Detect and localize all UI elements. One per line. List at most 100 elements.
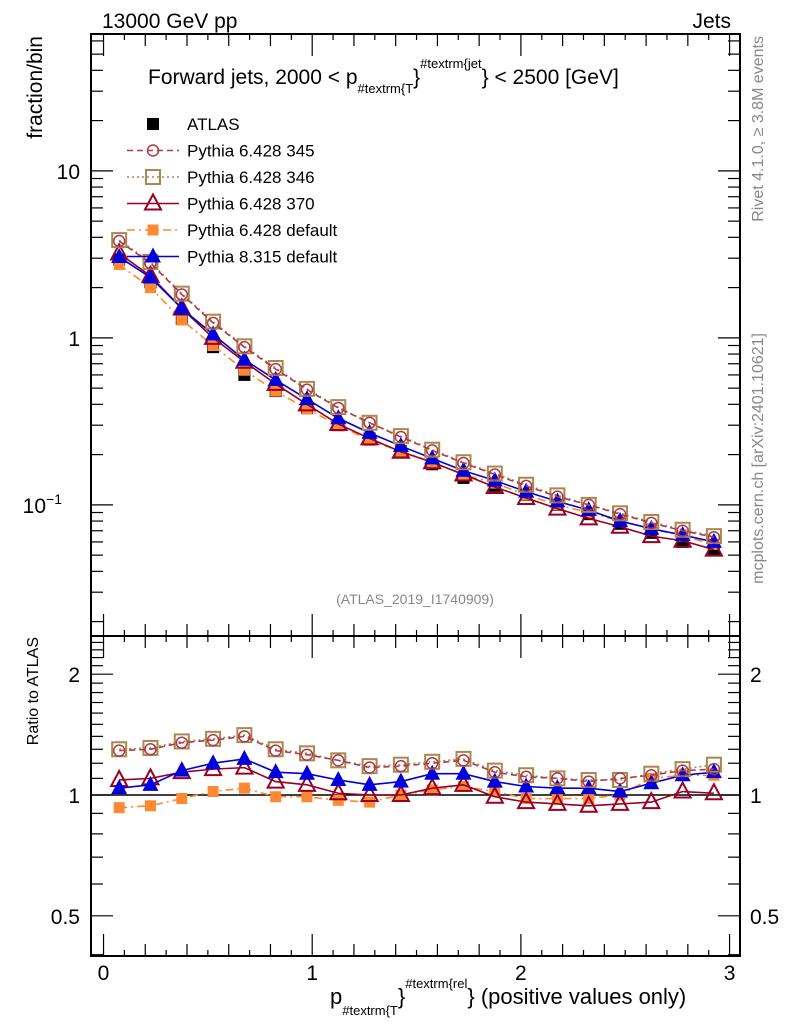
filled-square-marker: [238, 364, 250, 376]
circle-marker: [363, 761, 376, 774]
ratio-data-point: [207, 786, 219, 798]
filled-square-marker: [551, 793, 563, 805]
main-data-point: [112, 234, 126, 248]
filled-square-marker: [364, 796, 376, 808]
circle-marker: [613, 772, 627, 785]
mcplots-info: mcplots.cern.ch [arXiv:2401.10621]: [750, 333, 767, 584]
circle-marker: [112, 744, 126, 757]
circle-marker: [645, 768, 658, 782]
rivet-info: Rivet 4.1.0, ≥ 3.8M events: [750, 36, 767, 222]
ratio-data-point: [297, 773, 317, 792]
filled-triangle-marker: [486, 772, 503, 788]
main-data-point: [549, 492, 566, 508]
ratio-y-tick-label-left: 2: [68, 664, 80, 687]
ratio-y-tick-label-right: 0.5: [750, 906, 779, 929]
main-data-point: [394, 430, 408, 444]
ratio-line: [119, 758, 714, 793]
main-data-point: [332, 419, 344, 431]
filled-triangle-marker: [298, 764, 315, 780]
title-part-2: } < 2500 [GeV]: [482, 66, 619, 89]
circle-marker: [300, 748, 314, 761]
legend-entry: Pythia 6.428 346: [127, 168, 315, 187]
legend-label: Pythia 6.428 346: [187, 168, 315, 187]
main-data-point: [270, 385, 282, 397]
main-data-point: [332, 401, 345, 415]
x-tick-label: 0: [98, 962, 110, 985]
open-triangle-marker: [422, 777, 442, 796]
series-layer: [109, 232, 724, 814]
open-square-marker: [298, 380, 315, 397]
ratio-data-point: [672, 780, 693, 799]
main-data-point: [643, 519, 660, 535]
circle-marker: [363, 416, 376, 430]
main-data-point: [363, 416, 376, 430]
filled-triangle-marker: [518, 482, 535, 498]
main-data-point: [425, 444, 439, 457]
title-part-1: Forward jets, 2000 < p: [148, 66, 358, 89]
ratio-data-point: [704, 782, 724, 801]
filled-square-marker: [332, 794, 344, 806]
open-triangle-marker: [672, 780, 693, 799]
ratio-data-point: [426, 784, 438, 796]
main-series-pythia-6-428-default: [113, 259, 720, 550]
legend: ATLAS Pythia 6.428 345 Pythia 6.428 346 Pyt…: [127, 115, 338, 267]
circle-marker: [707, 530, 721, 544]
open-triangle-marker: [297, 773, 317, 792]
filled-square-marker: [207, 340, 219, 352]
open-triangle-marker: [610, 792, 630, 811]
circle-marker: [425, 756, 439, 770]
ratio-data-point: [330, 770, 347, 786]
main-data-point: [579, 507, 599, 526]
ratio-data-point: [206, 733, 220, 747]
ratio-data-point: [301, 791, 313, 803]
filled-square-marker: [457, 780, 469, 792]
ratio-data-point: [519, 770, 533, 784]
circle-marker: [269, 362, 282, 376]
main-data-point: [580, 496, 597, 513]
main-data-point: [705, 532, 722, 548]
circle-marker: [613, 507, 627, 521]
main-data-point: [301, 403, 313, 415]
circle-marker: [394, 430, 408, 444]
open-triangle-marker: [579, 794, 599, 813]
main-y-tick-label: 10−1: [23, 491, 63, 518]
ratio-data-point: [176, 793, 188, 805]
circle-marker: [394, 759, 408, 773]
main-data-point: [206, 316, 220, 330]
ratio-data-point: [643, 774, 660, 790]
ratio-data-point: [457, 780, 469, 792]
circle-marker: [488, 468, 502, 481]
ratio-data-point: [238, 782, 250, 794]
open-triangle-marker: [359, 783, 380, 802]
filled-triangle-marker: [205, 754, 222, 770]
circle-marker: [551, 490, 564, 503]
main-data-point: [488, 468, 502, 481]
ratio-data-point: [488, 765, 502, 779]
filled-triangle-marker: [455, 764, 472, 780]
circle-marker: [582, 498, 595, 512]
filled-triangle-marker: [267, 370, 284, 386]
open-triangle-marker: [328, 782, 348, 801]
main-data-point: [205, 325, 222, 341]
filled-square-marker: [207, 786, 219, 798]
filled-triangle-marker: [705, 763, 722, 779]
circle-marker: [238, 340, 251, 354]
circle-marker: [707, 762, 721, 776]
plot-title: Forward jets, 2000 < p#textrm{T}#textrm{…: [148, 56, 619, 96]
title-sub: #textrm{T: [358, 81, 414, 96]
analysis-tag: (ATLAS_2019_I1740909): [336, 591, 494, 607]
legend-entry: Pythia 6.428 default: [127, 221, 338, 240]
main-data-point: [364, 434, 376, 446]
filled-square-marker: [176, 793, 188, 805]
filled-triangle-marker: [330, 409, 347, 425]
main-series-atlas: [113, 253, 720, 556]
filled-triangle-marker: [142, 268, 159, 284]
main-line: [118, 240, 715, 539]
ratio-data-point: [113, 802, 125, 814]
header-right: Jets: [692, 10, 731, 33]
main-line: [118, 252, 715, 551]
open-triangle-marker: [641, 790, 661, 810]
main-data-point: [518, 482, 535, 498]
main-y-tick-label: 1: [68, 328, 80, 351]
ratio-data-point: [549, 779, 566, 795]
